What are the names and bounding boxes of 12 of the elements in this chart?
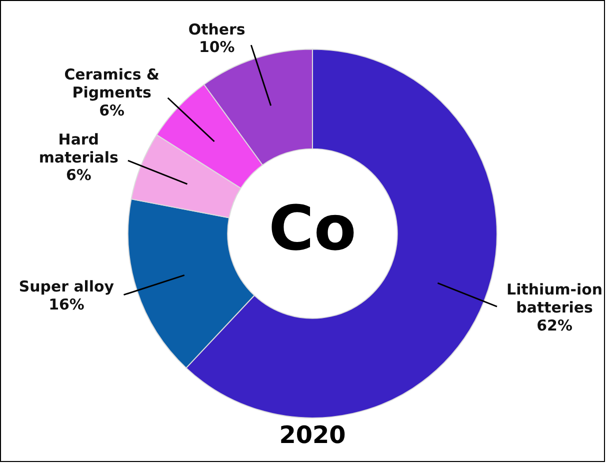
slice-label: Lithium-ion batteries [506,280,603,317]
slice-label: Ceramics & Pigments [64,66,160,102]
text: 2020 [279,420,346,449]
data-label: 10% [198,38,235,56]
slice-label: Super alloy [18,278,114,296]
data-label: 6% [66,166,92,184]
data-label: 16% [48,296,84,314]
data-label: 6% [99,102,125,120]
slice-label: Others [188,20,246,38]
text: Co [268,192,356,265]
data-label: 62% [536,316,572,335]
slice-label: Hard materials [38,130,119,166]
